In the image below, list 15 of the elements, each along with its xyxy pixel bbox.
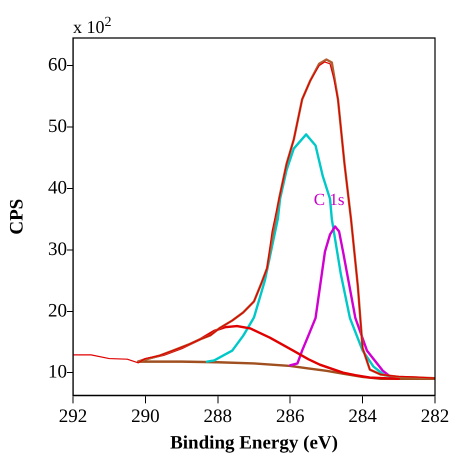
y-tick-label: 20	[48, 300, 67, 322]
x-tick-label: 292	[58, 406, 88, 427]
y-tick-label: 10	[48, 362, 67, 383]
x-tick-label: 284	[348, 406, 378, 427]
y-tick-label: 30	[48, 238, 67, 260]
x-tick-label: 282	[420, 406, 450, 427]
x-tick-label: 288	[204, 406, 232, 427]
y-tick-label: 50	[48, 116, 67, 138]
y-axis-title: CPS	[6, 198, 28, 235]
annotation: C 1s	[314, 190, 344, 210]
y-tick-label: 40	[48, 177, 67, 198]
x-tick-label: 290	[131, 406, 160, 427]
x-axis-title: Binding Energy (eV)	[170, 432, 338, 454]
y-tick-label: 60	[48, 54, 67, 76]
x-tick-label: 286	[276, 406, 304, 427]
